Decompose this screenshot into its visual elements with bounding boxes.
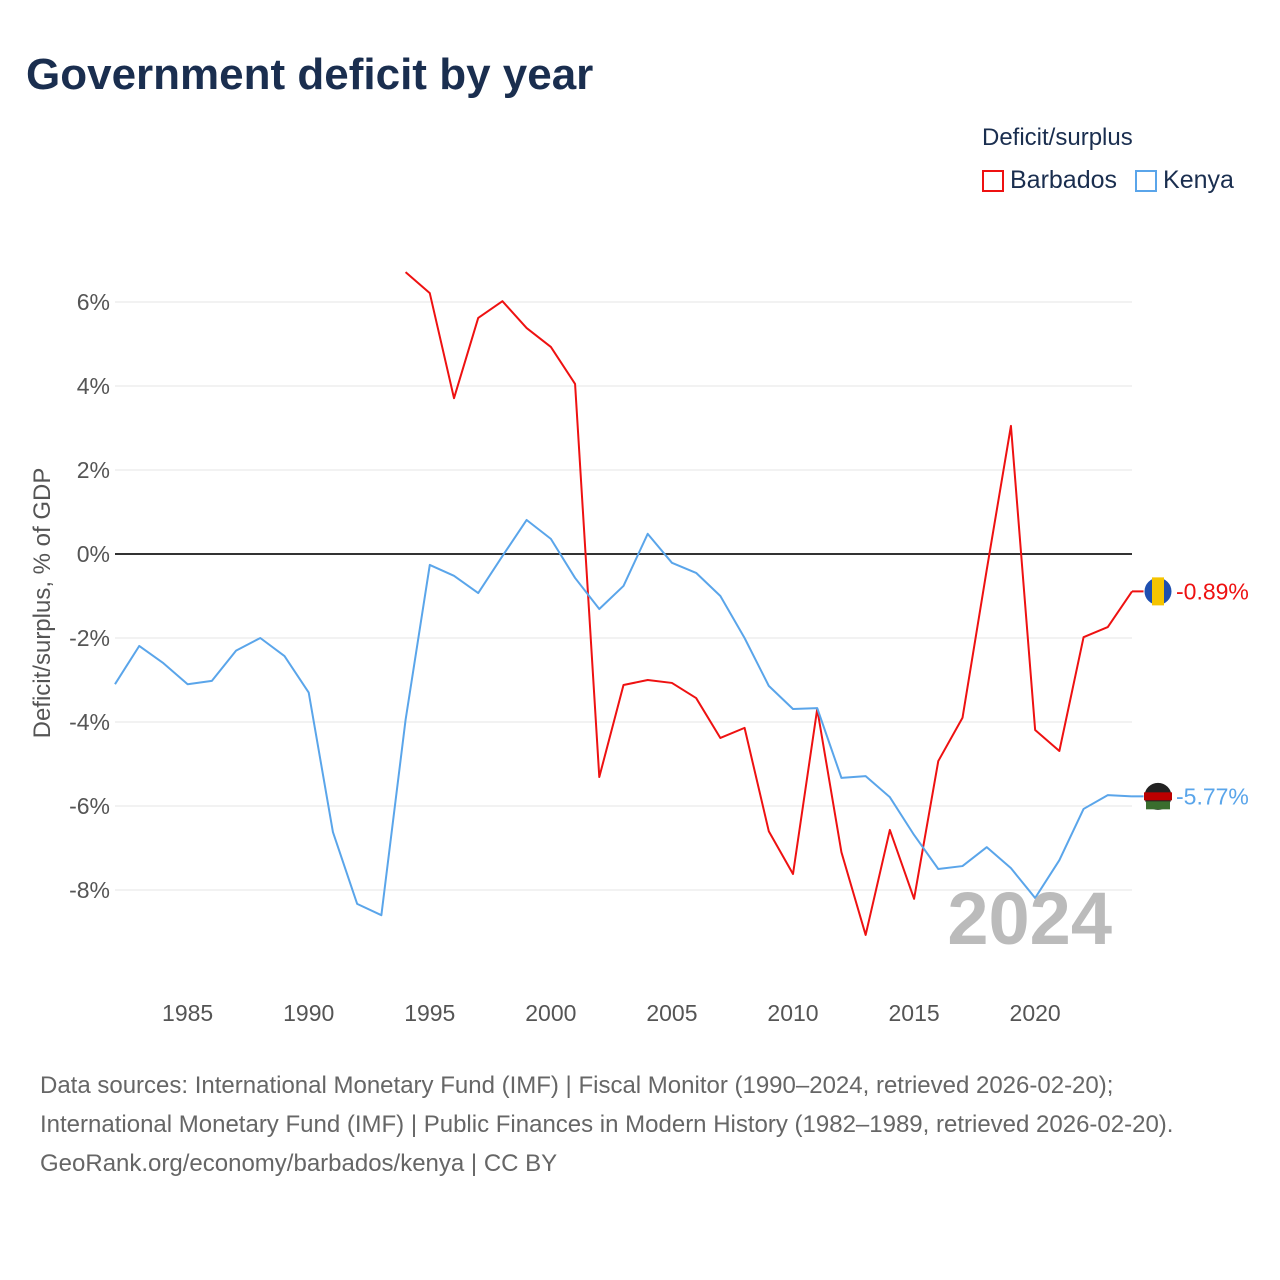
legend-swatch-kenya	[1135, 169, 1158, 192]
x-tick-label: 1995	[404, 1000, 455, 1026]
y-tick-label: 0%	[77, 541, 110, 567]
line-chart: Deficit/surplus, % of GDP 6% 4% 2% 0% -2% -4%…	[29, 271, 1249, 1026]
footer: Data sources: International Monetary Fun…	[40, 1066, 1240, 1183]
legend-title: Deficit/surplus	[982, 124, 1133, 151]
flag-stripe	[1146, 801, 1170, 810]
x-tick-label: 2005	[646, 1000, 697, 1026]
y-tick-label: 6%	[77, 289, 110, 315]
legend: Barbados Kenya	[982, 166, 1234, 195]
legend-label: Barbados	[1010, 166, 1118, 194]
series-line-kenya	[114, 518, 1133, 917]
year-watermark: 2024	[947, 877, 1112, 960]
x-tick-label: 1985	[162, 1000, 213, 1026]
data-sources: Data sources: International Monetary Fun…	[40, 1072, 1174, 1138]
x-tick-label: 2015	[888, 1000, 939, 1026]
x-tick-label: 2020	[1010, 1000, 1061, 1026]
x-tick-label: 2000	[525, 1000, 576, 1026]
x-tick-label: 2010	[767, 1000, 818, 1026]
end-value-label: -0.89%	[1176, 578, 1249, 604]
y-tick-label: -4%	[69, 709, 110, 735]
credit-link[interactable]: GeoRank.org/economy/barbados/kenya | CC …	[40, 1150, 558, 1177]
chart-title: Government deficit by year	[26, 50, 594, 99]
legend-item-kenya[interactable]: Kenya	[1135, 166, 1234, 195]
series-line-barbados	[404, 271, 1133, 936]
flag-stripe	[1152, 577, 1164, 606]
legend-swatch-barbados	[982, 169, 1004, 192]
legend-label: Kenya	[1163, 166, 1234, 194]
y-tick-label: -8%	[69, 877, 110, 903]
y-axis-label: Deficit/surplus, % of GDP	[29, 468, 56, 739]
y-tick-label: -2%	[69, 625, 110, 651]
legend-item-barbados[interactable]: Barbados	[982, 166, 1117, 195]
y-tick-label: 4%	[77, 373, 110, 399]
y-tick-label: -6%	[69, 793, 110, 819]
y-tick-label: 2%	[77, 457, 110, 483]
end-value-label: -5.77%	[1176, 783, 1249, 809]
flag-stripe	[1144, 792, 1172, 801]
x-tick-label: 1990	[283, 1000, 334, 1026]
